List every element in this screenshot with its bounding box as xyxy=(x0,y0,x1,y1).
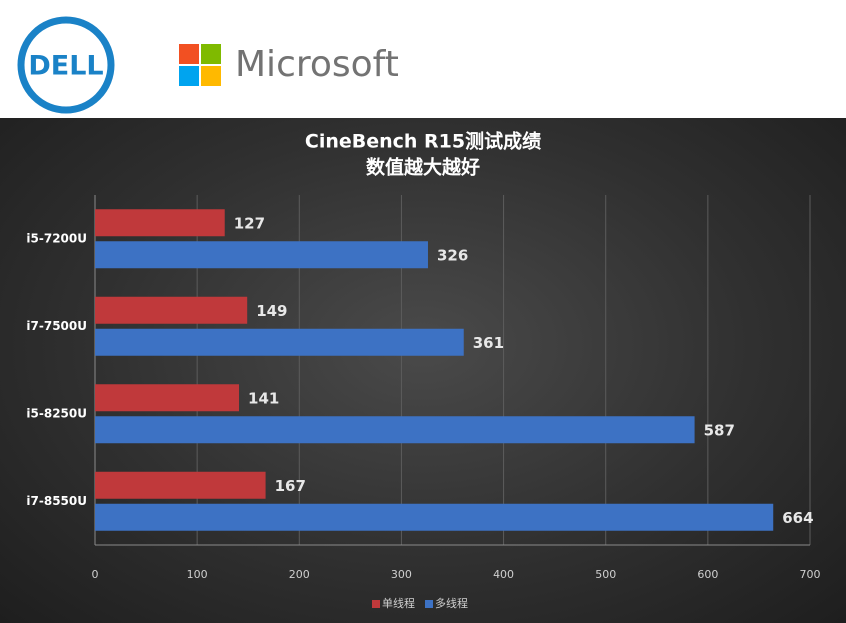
y-tick-label: i5-8250U xyxy=(26,406,87,420)
chart-title: CineBench R15测试成绩 xyxy=(305,130,541,153)
ms-square xyxy=(201,66,221,86)
legend-swatch xyxy=(425,600,433,608)
legend-label: 单线程 xyxy=(382,596,415,610)
value-label: 361 xyxy=(473,334,504,352)
x-tick-label: 600 xyxy=(697,568,718,581)
legend-label: 多线程 xyxy=(435,596,468,610)
ms-square xyxy=(179,66,199,86)
value-label: 587 xyxy=(704,421,735,439)
chart: CineBench R15测试成绩 数值越大越好 0 100 200 300 400 50… xyxy=(0,118,846,623)
value-label: 664 xyxy=(782,509,813,527)
ms-square xyxy=(179,44,199,64)
y-tick-label: i5-7200U xyxy=(26,231,87,245)
value-label: 326 xyxy=(437,246,468,264)
legend-swatch xyxy=(372,600,380,608)
dell-ring xyxy=(17,16,115,114)
value-label: 141 xyxy=(248,389,279,407)
value-label: 167 xyxy=(275,477,306,495)
x-tick-label: 500 xyxy=(595,568,616,581)
x-tick-label: 400 xyxy=(493,568,514,581)
value-label: 149 xyxy=(256,302,287,320)
value-label: 127 xyxy=(234,214,265,232)
x-tick-label: 100 xyxy=(187,568,208,581)
ms-square xyxy=(201,44,221,64)
x-tick-label: 0 xyxy=(92,568,99,581)
x-tick-label: 700 xyxy=(800,568,821,581)
chart-subtitle: 数值越大越好 xyxy=(366,156,480,179)
bar xyxy=(95,209,225,237)
y-tick-label: i7-8550U xyxy=(26,494,87,508)
microsoft-logo: Microsoft xyxy=(235,44,399,85)
bar xyxy=(95,384,240,412)
bar xyxy=(95,416,695,444)
x-tick-label: 200 xyxy=(289,568,310,581)
bar xyxy=(95,503,774,531)
bar xyxy=(95,241,428,269)
logo-bar: DELL Microsoft xyxy=(0,0,846,118)
bar xyxy=(95,328,464,356)
y-tick-label: i7-7500U xyxy=(26,319,87,333)
bar xyxy=(95,471,266,499)
bar xyxy=(95,296,248,324)
x-tick-label: 300 xyxy=(391,568,412,581)
dell-logo: DELL xyxy=(28,51,103,82)
